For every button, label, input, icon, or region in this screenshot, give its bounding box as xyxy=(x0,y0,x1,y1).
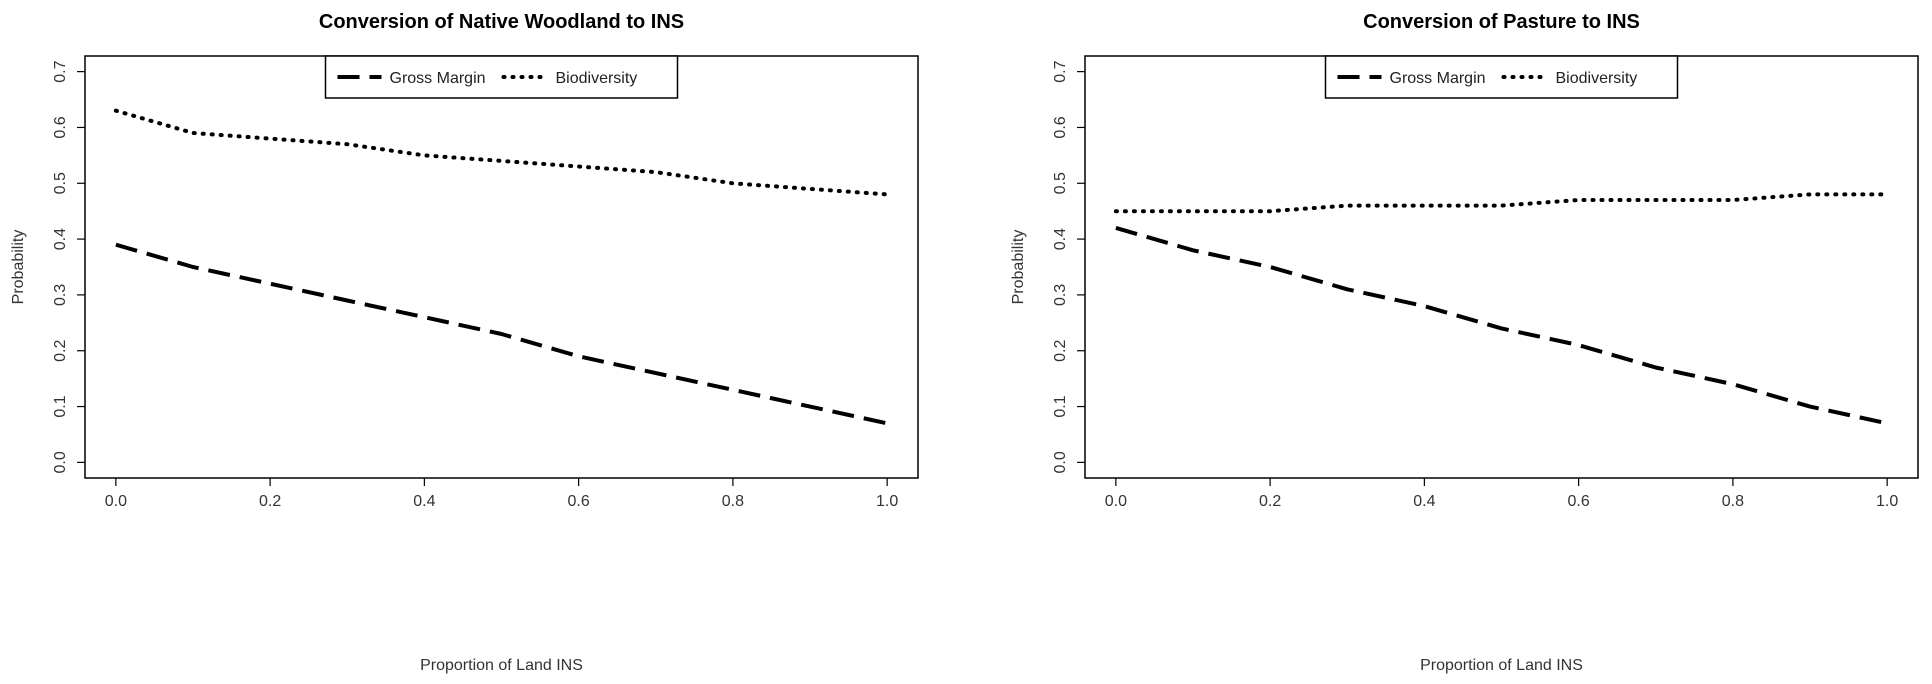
legend: Gross Margin Biodiversity xyxy=(326,56,678,98)
x-tick-label: 0.0 xyxy=(105,493,127,510)
y-tick-label: 0.3 xyxy=(52,284,69,306)
y-tick-label: 0.5 xyxy=(1052,172,1069,194)
x-tick-label: 0.0 xyxy=(1105,493,1127,510)
legend-label: Biodiversity xyxy=(556,70,638,87)
x-tick-label: 0.2 xyxy=(1259,493,1281,510)
x-tick-label: 0.4 xyxy=(413,493,435,510)
x-tick-label: 0.8 xyxy=(1722,493,1744,510)
plot-frame xyxy=(85,56,918,478)
legend-label: Gross Margin xyxy=(390,70,486,87)
legend-label: Biodiversity xyxy=(1556,70,1638,87)
x-tick-label: 0.8 xyxy=(722,493,744,510)
x-axis-label: Proportion of Land INS xyxy=(420,657,583,674)
x-axis-label: Proportion of Land INS xyxy=(1420,657,1583,674)
x-tick-label: 0.6 xyxy=(568,493,590,510)
series-line-gross-margin xyxy=(1116,228,1887,423)
chart-title: Conversion of Native Woodland to INS xyxy=(319,11,684,33)
series-line-gross-margin xyxy=(116,245,887,424)
y-tick-label: 0.2 xyxy=(52,340,69,362)
y-tick-label: 0.1 xyxy=(52,395,69,417)
chart-panel-1: Conversion of Native Woodland to INS 0.0 0… xyxy=(10,11,918,674)
legend: Gross Margin Biodiversity xyxy=(1326,56,1678,98)
y-tick-label: 0.3 xyxy=(1052,284,1069,306)
x-tick-label: 0.4 xyxy=(1413,493,1435,510)
y-tick-label: 0.4 xyxy=(52,228,69,250)
y-tick-label: 0.0 xyxy=(52,451,69,473)
x-tick-label: 0.2 xyxy=(259,493,281,510)
x-tick-label: 1.0 xyxy=(876,493,898,510)
y-tick-label: 0.6 xyxy=(1052,116,1069,138)
y-tick-label: 0.4 xyxy=(1052,228,1069,250)
y-tick-label: 0.1 xyxy=(1052,395,1069,417)
chart-panel-2: Conversion of Pasture to INS 0.0 0.2 0.4 0.6… xyxy=(1010,11,1918,674)
series-line-biodiversity xyxy=(116,111,887,195)
series-line-biodiversity xyxy=(1116,194,1887,211)
plot-frame xyxy=(1085,56,1918,478)
y-tick-label: 0.6 xyxy=(52,116,69,138)
chart-title: Conversion of Pasture to INS xyxy=(1363,11,1640,33)
x-tick-label: 0.6 xyxy=(1568,493,1590,510)
x-tick-label: 1.0 xyxy=(1876,493,1898,510)
legend-label: Gross Margin xyxy=(1390,70,1486,87)
y-tick-label: 0.5 xyxy=(52,172,69,194)
y-tick-label: 0.0 xyxy=(1052,451,1069,473)
y-tick-label: 0.2 xyxy=(1052,340,1069,362)
y-axis-label: Probability xyxy=(1010,230,1027,305)
y-tick-label: 0.7 xyxy=(52,60,69,82)
y-tick-label: 0.7 xyxy=(1052,60,1069,82)
y-axis-label: Probability xyxy=(10,230,27,305)
